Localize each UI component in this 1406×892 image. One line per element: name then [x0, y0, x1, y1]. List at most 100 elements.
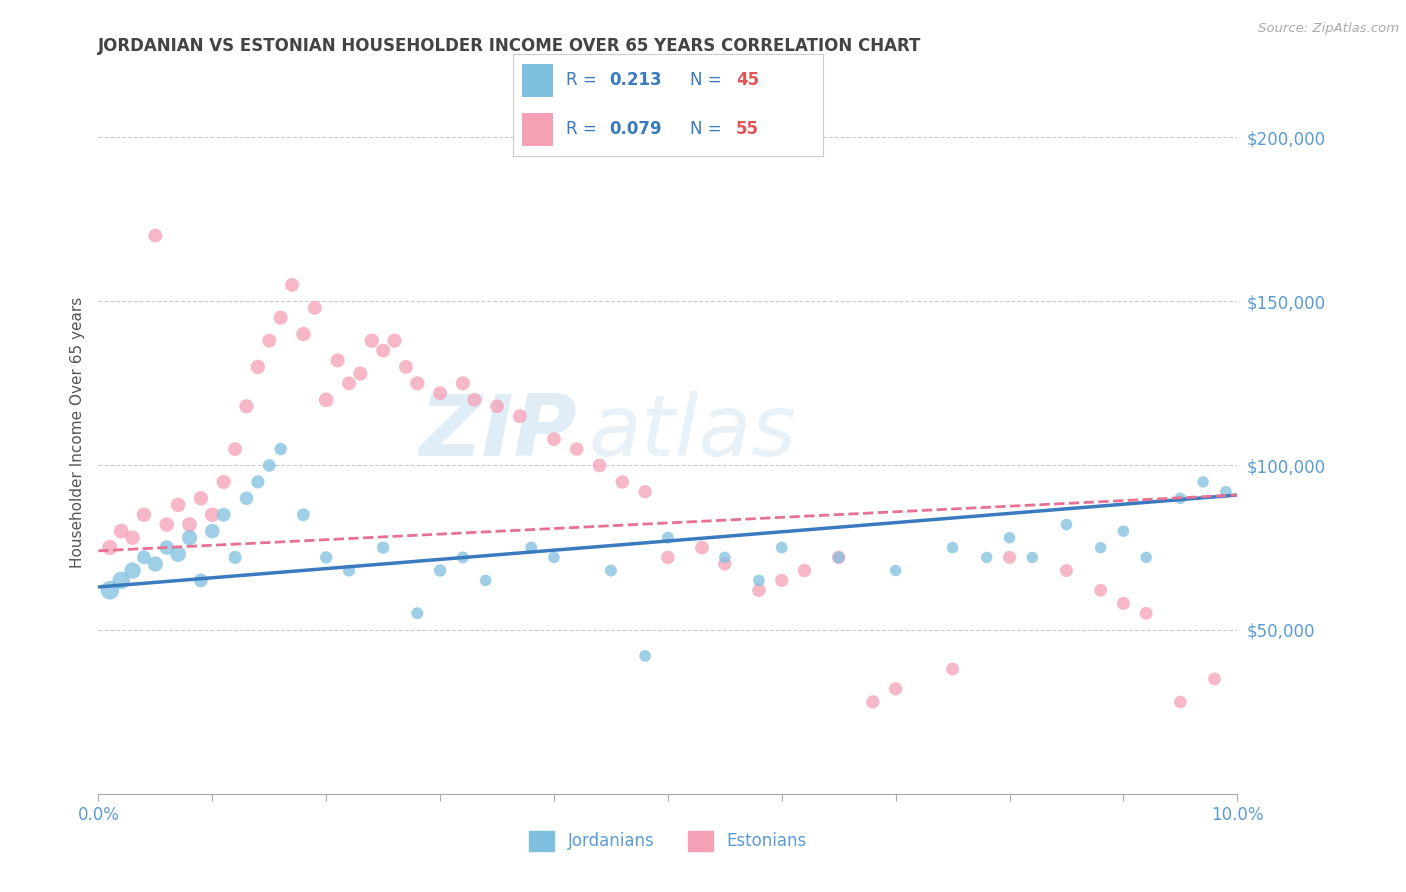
Point — [565, 442, 588, 456]
Point — [884, 681, 907, 696]
Point — [998, 550, 1021, 565]
Text: N =: N = — [689, 71, 727, 89]
Point — [793, 564, 815, 578]
Point — [1135, 607, 1157, 621]
Point — [121, 531, 143, 545]
Point — [145, 228, 167, 243]
Point — [373, 343, 395, 358]
Point — [690, 541, 713, 555]
Point — [1056, 517, 1078, 532]
Bar — [523, 113, 554, 145]
Point — [588, 458, 610, 473]
Text: 0.213: 0.213 — [609, 71, 662, 89]
Point — [657, 550, 679, 565]
Point — [451, 550, 474, 565]
Point — [132, 550, 155, 565]
Point — [281, 277, 304, 292]
Point — [212, 508, 235, 522]
Point — [509, 409, 531, 424]
Point — [212, 475, 235, 489]
Point — [246, 475, 269, 489]
Point — [634, 648, 657, 663]
Point — [748, 574, 770, 588]
Text: R =: R = — [565, 120, 602, 138]
Point — [1170, 491, 1192, 506]
Point — [270, 310, 292, 325]
Point — [1135, 550, 1157, 565]
Point — [179, 517, 201, 532]
Point — [1192, 475, 1215, 489]
Point — [259, 334, 281, 348]
Point — [315, 392, 337, 407]
Point — [337, 564, 360, 578]
Point — [429, 386, 451, 401]
Point — [224, 550, 246, 565]
Point — [520, 541, 543, 555]
Point — [1112, 596, 1135, 610]
Point — [1090, 583, 1112, 598]
Point — [167, 547, 190, 561]
Y-axis label: Householder Income Over 65 years: Householder Income Over 65 years — [69, 297, 84, 568]
Point — [190, 491, 212, 506]
Point — [292, 508, 315, 522]
Point — [1021, 550, 1043, 565]
Legend: Jordanians, Estonians: Jordanians, Estonians — [523, 824, 813, 858]
Text: Source: ZipAtlas.com: Source: ZipAtlas.com — [1258, 22, 1399, 36]
Point — [98, 583, 121, 598]
Point — [828, 550, 851, 565]
Text: R =: R = — [565, 71, 602, 89]
Point — [156, 517, 179, 532]
Point — [315, 550, 337, 565]
Point — [110, 524, 132, 538]
Point — [1112, 524, 1135, 538]
Text: N =: N = — [689, 120, 727, 138]
Point — [349, 367, 371, 381]
Point — [98, 541, 121, 555]
Text: 0.079: 0.079 — [609, 120, 662, 138]
Point — [259, 458, 281, 473]
Point — [657, 531, 679, 545]
Point — [373, 541, 395, 555]
Point — [406, 376, 429, 391]
Point — [156, 541, 179, 555]
Point — [1090, 541, 1112, 555]
Point — [201, 508, 224, 522]
Text: 45: 45 — [735, 71, 759, 89]
Text: JORDANIAN VS ESTONIAN HOUSEHOLDER INCOME OVER 65 YEARS CORRELATION CHART: JORDANIAN VS ESTONIAN HOUSEHOLDER INCOME… — [98, 37, 922, 54]
Point — [1215, 484, 1237, 499]
Point — [1056, 564, 1078, 578]
Point — [463, 392, 485, 407]
Point — [201, 524, 224, 538]
Point — [110, 574, 132, 588]
Point — [634, 484, 657, 499]
Point — [179, 531, 201, 545]
Text: atlas: atlas — [588, 391, 796, 475]
Point — [714, 557, 737, 571]
Point — [942, 541, 965, 555]
Point — [474, 574, 496, 588]
Point — [612, 475, 634, 489]
Bar — [523, 64, 554, 96]
Point — [748, 583, 770, 598]
Point — [190, 574, 212, 588]
Point — [600, 564, 623, 578]
Point — [304, 301, 326, 315]
Point — [714, 550, 737, 565]
Point — [270, 442, 292, 456]
Point — [543, 550, 565, 565]
Point — [121, 564, 143, 578]
Point — [292, 327, 315, 342]
Point — [770, 574, 793, 588]
Point — [235, 491, 257, 506]
Point — [486, 400, 509, 414]
Point — [770, 541, 793, 555]
Point — [132, 508, 155, 522]
Point — [998, 531, 1021, 545]
Point — [942, 662, 965, 676]
Point — [1170, 695, 1192, 709]
Point — [246, 359, 269, 374]
Point — [543, 432, 565, 446]
Point — [145, 557, 167, 571]
Point — [451, 376, 474, 391]
Point — [167, 498, 190, 512]
